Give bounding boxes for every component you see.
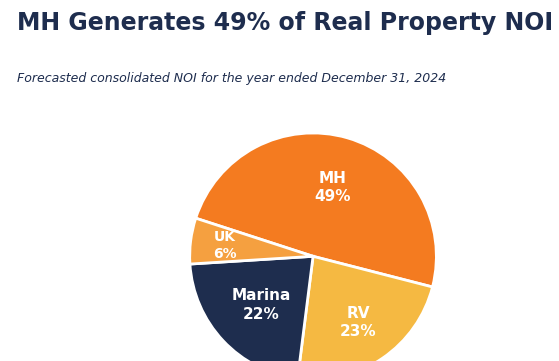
Text: UK
6%: UK 6% <box>213 230 237 261</box>
Text: Forecasted consolidated NOI for the year ended December 31, 2024: Forecasted consolidated NOI for the year… <box>17 72 446 85</box>
Text: Marina
22%: Marina 22% <box>231 288 291 322</box>
Wedge shape <box>196 133 437 287</box>
Wedge shape <box>190 256 313 361</box>
Text: MH Generates 49% of Real Property NOI: MH Generates 49% of Real Property NOI <box>17 11 553 35</box>
Text: RV
23%: RV 23% <box>340 306 376 339</box>
Text: MH
49%: MH 49% <box>315 171 351 204</box>
Wedge shape <box>190 218 313 264</box>
Wedge shape <box>297 256 433 361</box>
